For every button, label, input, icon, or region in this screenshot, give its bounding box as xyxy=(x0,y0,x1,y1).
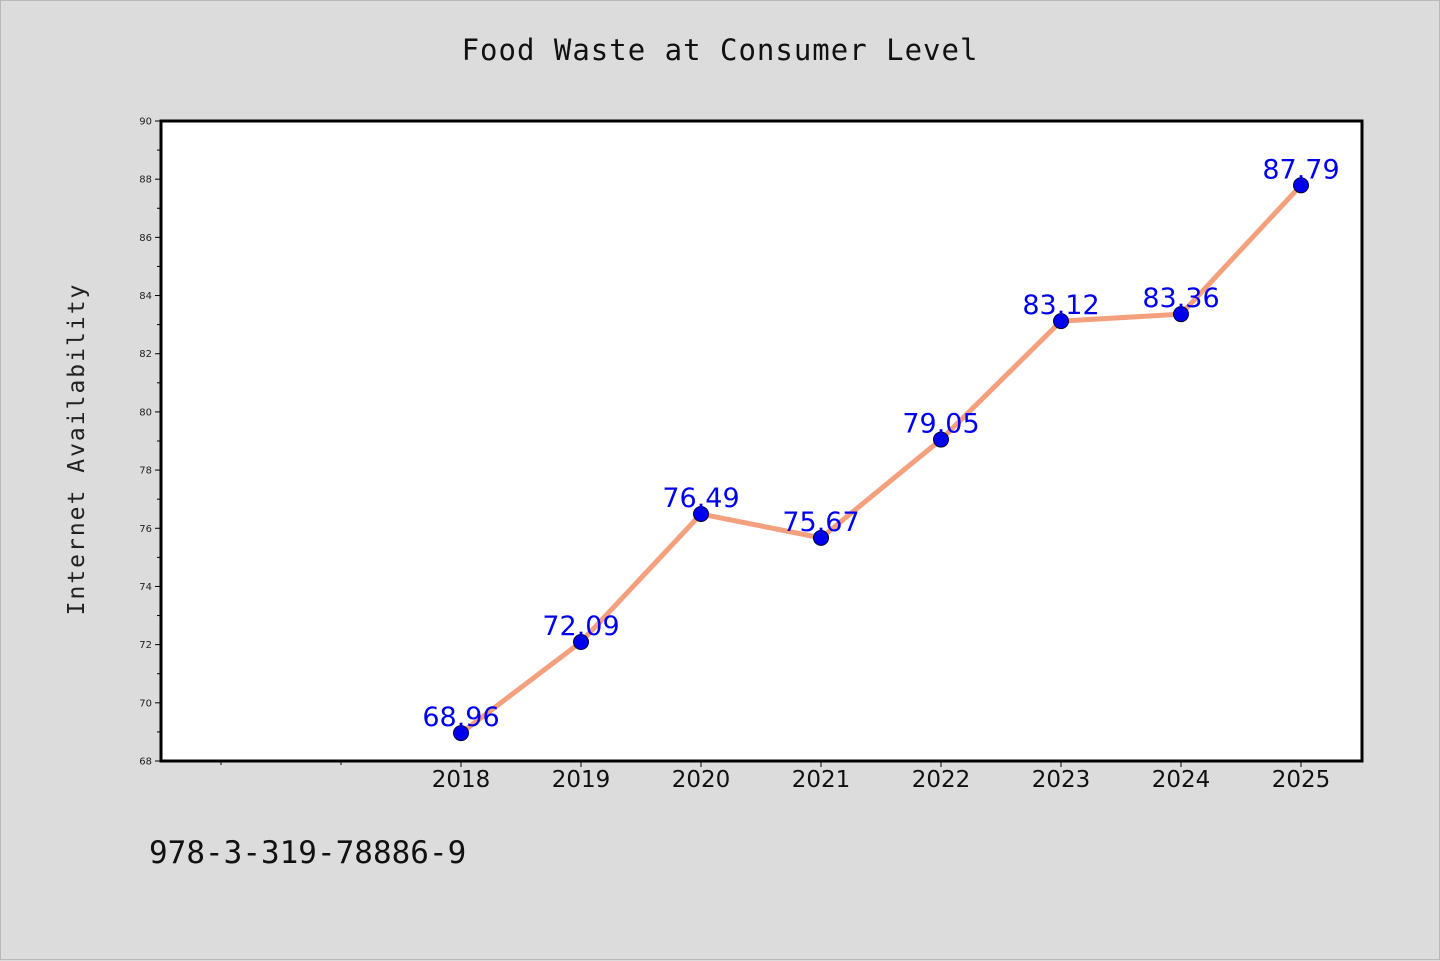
data-label: 72.09 xyxy=(542,611,619,642)
data-point xyxy=(573,634,589,651)
data-label: 76.49 xyxy=(662,483,739,514)
data-point xyxy=(693,506,709,523)
data-label: 83.36 xyxy=(1142,283,1219,314)
footer-code: 978-3-319-78886-9 xyxy=(149,835,467,871)
x-tick-label: 2019 xyxy=(552,767,611,793)
x-tick-label: 2021 xyxy=(792,767,851,793)
data-markers xyxy=(453,177,1309,742)
y-tick-label: 88 xyxy=(139,175,152,186)
x-tick-label: 2022 xyxy=(912,767,971,793)
x-tick-label: 2018 xyxy=(432,767,491,793)
y-tick-label: 82 xyxy=(139,349,152,360)
data-label: 75.67 xyxy=(782,507,859,538)
x-axis: 2018 2019 2020 2021 2022 2023 2024 2025 xyxy=(220,761,1331,793)
data-label: 87.79 xyxy=(1262,154,1339,185)
x-tick-label: 2024 xyxy=(1152,767,1211,793)
y-tick-label: 76 xyxy=(139,524,152,535)
y-tick-label: 80 xyxy=(139,407,152,418)
y-tick-label: 70 xyxy=(139,698,152,709)
data-point xyxy=(933,431,949,448)
data-point xyxy=(1173,306,1189,323)
x-tick-label: 2023 xyxy=(1032,767,1091,793)
y-axis: 68 70 72 74 76 78 80 82 84 86 88 90 xyxy=(139,117,161,768)
y-tick-label: 84 xyxy=(139,291,152,302)
data-point xyxy=(453,725,469,742)
x-tick-label: 2025 xyxy=(1272,767,1331,793)
y-tick-label: 68 xyxy=(139,757,152,768)
chart-title: Food Waste at Consumer Level xyxy=(461,33,979,67)
y-tick-label: 74 xyxy=(139,582,152,593)
y-tick-label: 72 xyxy=(139,640,152,651)
data-label: 79.05 xyxy=(902,409,979,440)
data-label: 68.96 xyxy=(422,702,499,733)
x-tick-label: 2020 xyxy=(672,767,731,793)
data-point xyxy=(813,529,829,546)
y-tick-label: 90 xyxy=(139,117,152,128)
y-tick-label: 78 xyxy=(139,466,152,477)
plot-area xyxy=(159,119,1364,763)
y-tick-label: 86 xyxy=(139,233,152,244)
data-point xyxy=(1293,177,1309,194)
data-point xyxy=(1053,313,1069,330)
data-labels: 68.96 72.09 76.49 75.67 79.05 83.12 83.36 87.79 xyxy=(422,154,1339,733)
series-line xyxy=(459,183,1303,736)
data-label: 83.12 xyxy=(1022,290,1099,321)
